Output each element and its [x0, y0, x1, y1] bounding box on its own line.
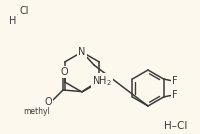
Text: N: N — [78, 47, 85, 57]
Text: methyl: methyl — [24, 107, 50, 116]
Text: O: O — [44, 97, 52, 107]
Text: O: O — [60, 67, 67, 77]
Text: Cl: Cl — [19, 6, 29, 16]
Text: F: F — [171, 76, 177, 86]
Text: F: F — [171, 90, 177, 100]
Text: H: H — [9, 16, 17, 26]
Text: H–Cl: H–Cl — [163, 121, 187, 131]
Text: NH$_2$: NH$_2$ — [92, 74, 111, 88]
